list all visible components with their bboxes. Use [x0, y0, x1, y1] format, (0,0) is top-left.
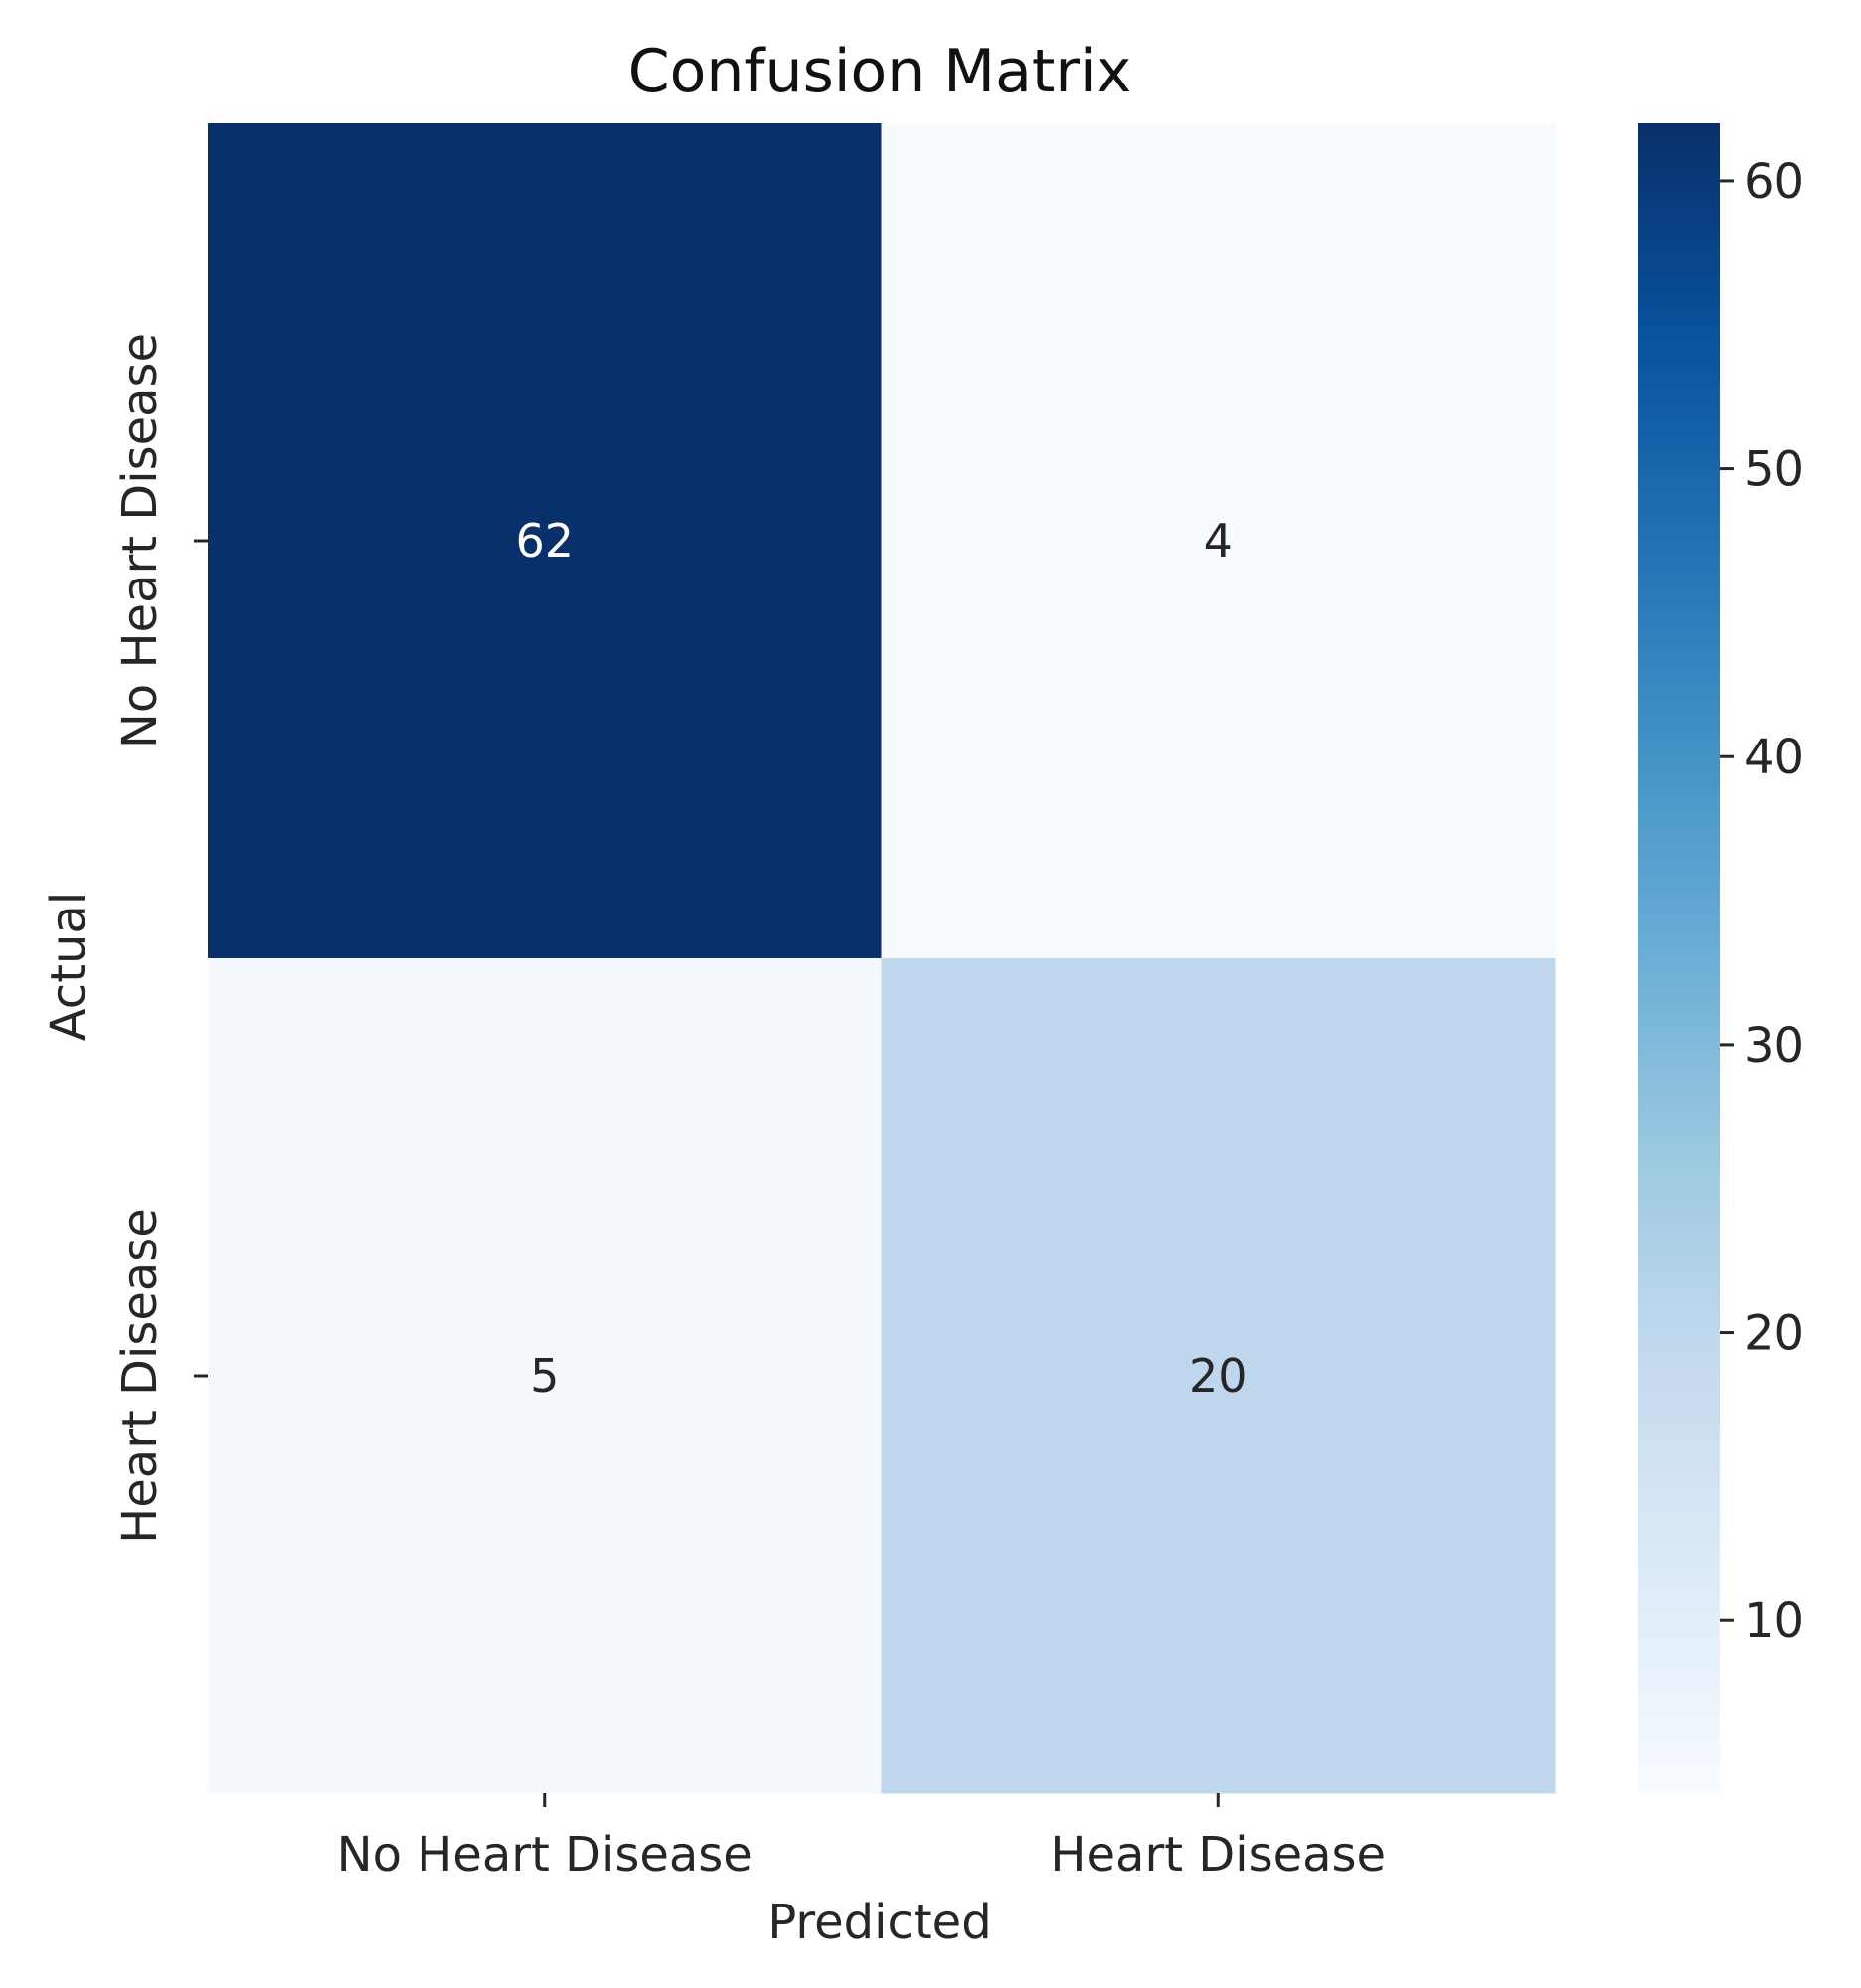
- cell-value-label-0-0: 62: [515, 514, 574, 568]
- colorbar-ticks: 10 20 30 40 50 60: [1720, 154, 1804, 1649]
- y-tick-label-no-heart-disease: No Heart Disease: [112, 333, 168, 748]
- colorbar-tick-label-30: 30: [1744, 1018, 1804, 1074]
- cell-value-label-1-0: 5: [530, 1349, 559, 1403]
- cell-value-label-0-1: 4: [1204, 514, 1233, 568]
- heatmap-cell-1-0: [208, 958, 882, 1794]
- y-axis-label: Actual: [41, 892, 96, 1041]
- colorbar-tick-label-10: 10: [1744, 1593, 1804, 1649]
- colorbar: [1638, 123, 1720, 1793]
- y-axis: No Heart Disease Heart Disease: [112, 333, 208, 1544]
- x-tick-label-heart-disease: Heart Disease: [1050, 1827, 1386, 1883]
- heatmap-cell-0-1: [881, 123, 1556, 959]
- colorbar-tick-label-60: 60: [1744, 154, 1804, 210]
- colorbar-tick-label-50: 50: [1744, 442, 1804, 498]
- heatmap-cell-1-1: [881, 958, 1556, 1794]
- heatmap-cells: [208, 123, 1556, 1794]
- x-tick-label-no-heart-disease: No Heart Disease: [337, 1827, 753, 1883]
- cell-value-label-1-1: 20: [1189, 1349, 1248, 1403]
- heatmap-cell-0-0: [208, 123, 882, 959]
- y-tick-label-heart-disease: Heart Disease: [112, 1208, 168, 1544]
- x-axis-label: Predicted: [767, 1895, 991, 1950]
- cell-annotations: 62 4 5 20: [515, 514, 1247, 1403]
- chart-title: Confusion Matrix: [628, 37, 1131, 106]
- colorbar-tick-label-20: 20: [1744, 1306, 1804, 1362]
- colorbar-tick-label-40: 40: [1744, 730, 1804, 785]
- x-axis: No Heart Disease Heart Disease: [337, 1793, 1386, 1883]
